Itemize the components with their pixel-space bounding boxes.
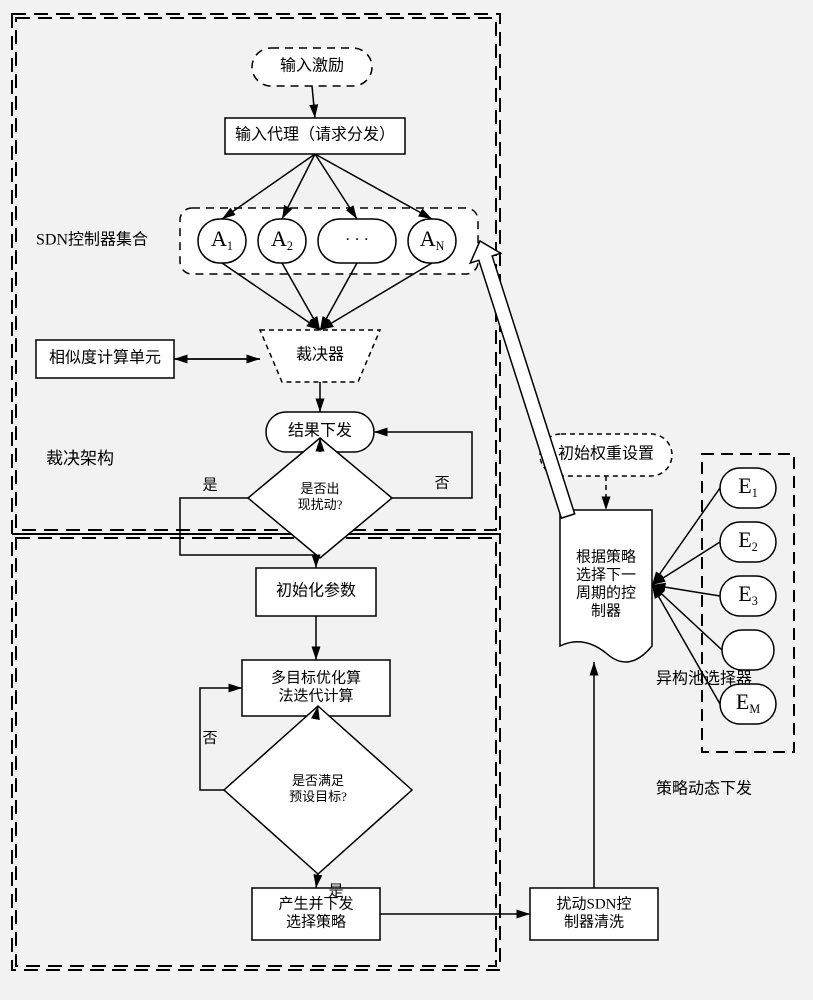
svg-text:选择下一: 选择下一 <box>576 566 636 583</box>
svg-text:多目标优化算: 多目标优化算 <box>271 668 361 686</box>
svg-text:是: 是 <box>328 883 343 899</box>
svg-text:否: 否 <box>434 475 449 491</box>
svg-text:相似度计算单元: 相似度计算单元 <box>49 348 161 367</box>
svg-text:法迭代计算: 法迭代计算 <box>278 686 353 704</box>
svg-text:根据策略: 根据策略 <box>576 548 636 565</box>
svg-text:SDN控制器集合: SDN控制器集合 <box>36 231 148 249</box>
svg-text:策略动态下发: 策略动态下发 <box>656 780 752 798</box>
svg-text:初始化参数: 初始化参数 <box>276 582 356 600</box>
svg-text:初始权重设置: 初始权重设置 <box>558 445 654 463</box>
svg-text:现扰动?: 现扰动? <box>298 497 343 512</box>
svg-text:是否出: 是否出 <box>300 481 339 496</box>
svg-text:是: 是 <box>202 477 217 493</box>
svg-text:异构池选择器: 异构池选择器 <box>656 670 752 688</box>
svg-text:否: 否 <box>202 730 217 746</box>
svg-text:输入激励: 输入激励 <box>280 57 344 75</box>
svg-text:输入代理（请求分发）: 输入代理（请求分发） <box>235 126 395 144</box>
svg-text:裁决器: 裁决器 <box>296 346 344 364</box>
svg-text:制器清洗: 制器清洗 <box>564 913 624 930</box>
svg-text:预设目标?: 预设目标? <box>289 789 347 804</box>
svg-text:周期的控: 周期的控 <box>576 584 636 601</box>
svg-text:· · ·: · · · <box>345 232 369 249</box>
diagram-canvas: 输入激励输入代理（请求分发）A1A2· · ·AN相似度计算单元结果下发初始化参… <box>0 0 813 1000</box>
svg-text:结果下发: 结果下发 <box>288 422 352 440</box>
svg-text:选择策略: 选择策略 <box>286 913 346 930</box>
svg-text:裁决架构: 裁决架构 <box>46 449 114 468</box>
svg-text:制器: 制器 <box>591 602 621 619</box>
svg-text:是否满足: 是否满足 <box>292 773 344 788</box>
svg-text:扰动SDN控: 扰动SDN控 <box>556 895 631 912</box>
